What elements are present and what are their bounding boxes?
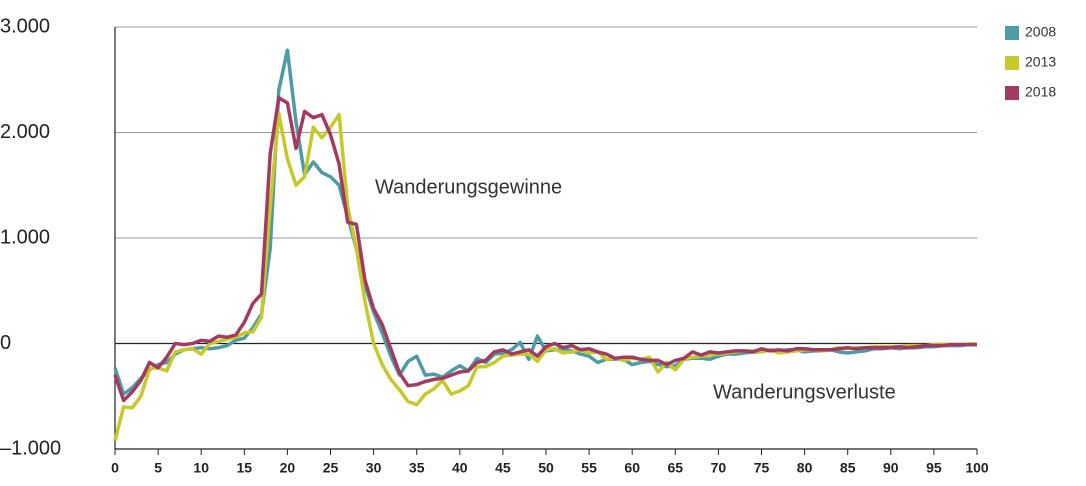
x-tick-label: 55 [581, 460, 597, 476]
legend-label: 2008 [1025, 24, 1056, 40]
annotation: Wanderungsgewinne [375, 176, 562, 198]
x-tick-label: 10 [193, 460, 209, 476]
y-tick-label: 0 [0, 332, 11, 354]
annotation: Wanderungsverluste [713, 381, 896, 403]
x-tick-label: 75 [754, 460, 770, 476]
x-tick-label: 20 [280, 460, 296, 476]
legend-swatch [1005, 86, 1019, 100]
x-tick-label: 70 [711, 460, 727, 476]
x-tick-label: 65 [668, 460, 684, 476]
x-tick-label: 25 [323, 460, 339, 476]
x-tick-label: 45 [495, 460, 511, 476]
x-tick-label: 95 [926, 460, 942, 476]
legend-swatch [1005, 26, 1019, 40]
x-tick-label: 100 [965, 460, 989, 476]
legend-label: 2018 [1025, 84, 1056, 100]
x-tick-label: 35 [409, 460, 425, 476]
x-tick-label: 30 [366, 460, 382, 476]
x-tick-label: 90 [883, 460, 899, 476]
x-tick-label: 85 [840, 460, 856, 476]
x-tick-label: 15 [237, 460, 253, 476]
legend-label: 2013 [1025, 54, 1056, 70]
y-tick-label: 3.000 [0, 15, 50, 37]
y-tick-label: –1.000 [0, 437, 61, 459]
x-tick-label: 50 [538, 460, 554, 476]
x-tick-label: 5 [154, 460, 162, 476]
series-line [113, 95, 977, 403]
x-tick-label: 60 [624, 460, 640, 476]
x-tick-label: 80 [797, 460, 813, 476]
series-line [113, 48, 977, 396]
x-tick-label: 0 [111, 460, 119, 476]
legend-swatch [1005, 56, 1019, 70]
x-tick-label: 40 [452, 460, 468, 476]
y-tick-label: 2.000 [0, 121, 50, 143]
y-tick-label: 1.000 [0, 226, 50, 248]
